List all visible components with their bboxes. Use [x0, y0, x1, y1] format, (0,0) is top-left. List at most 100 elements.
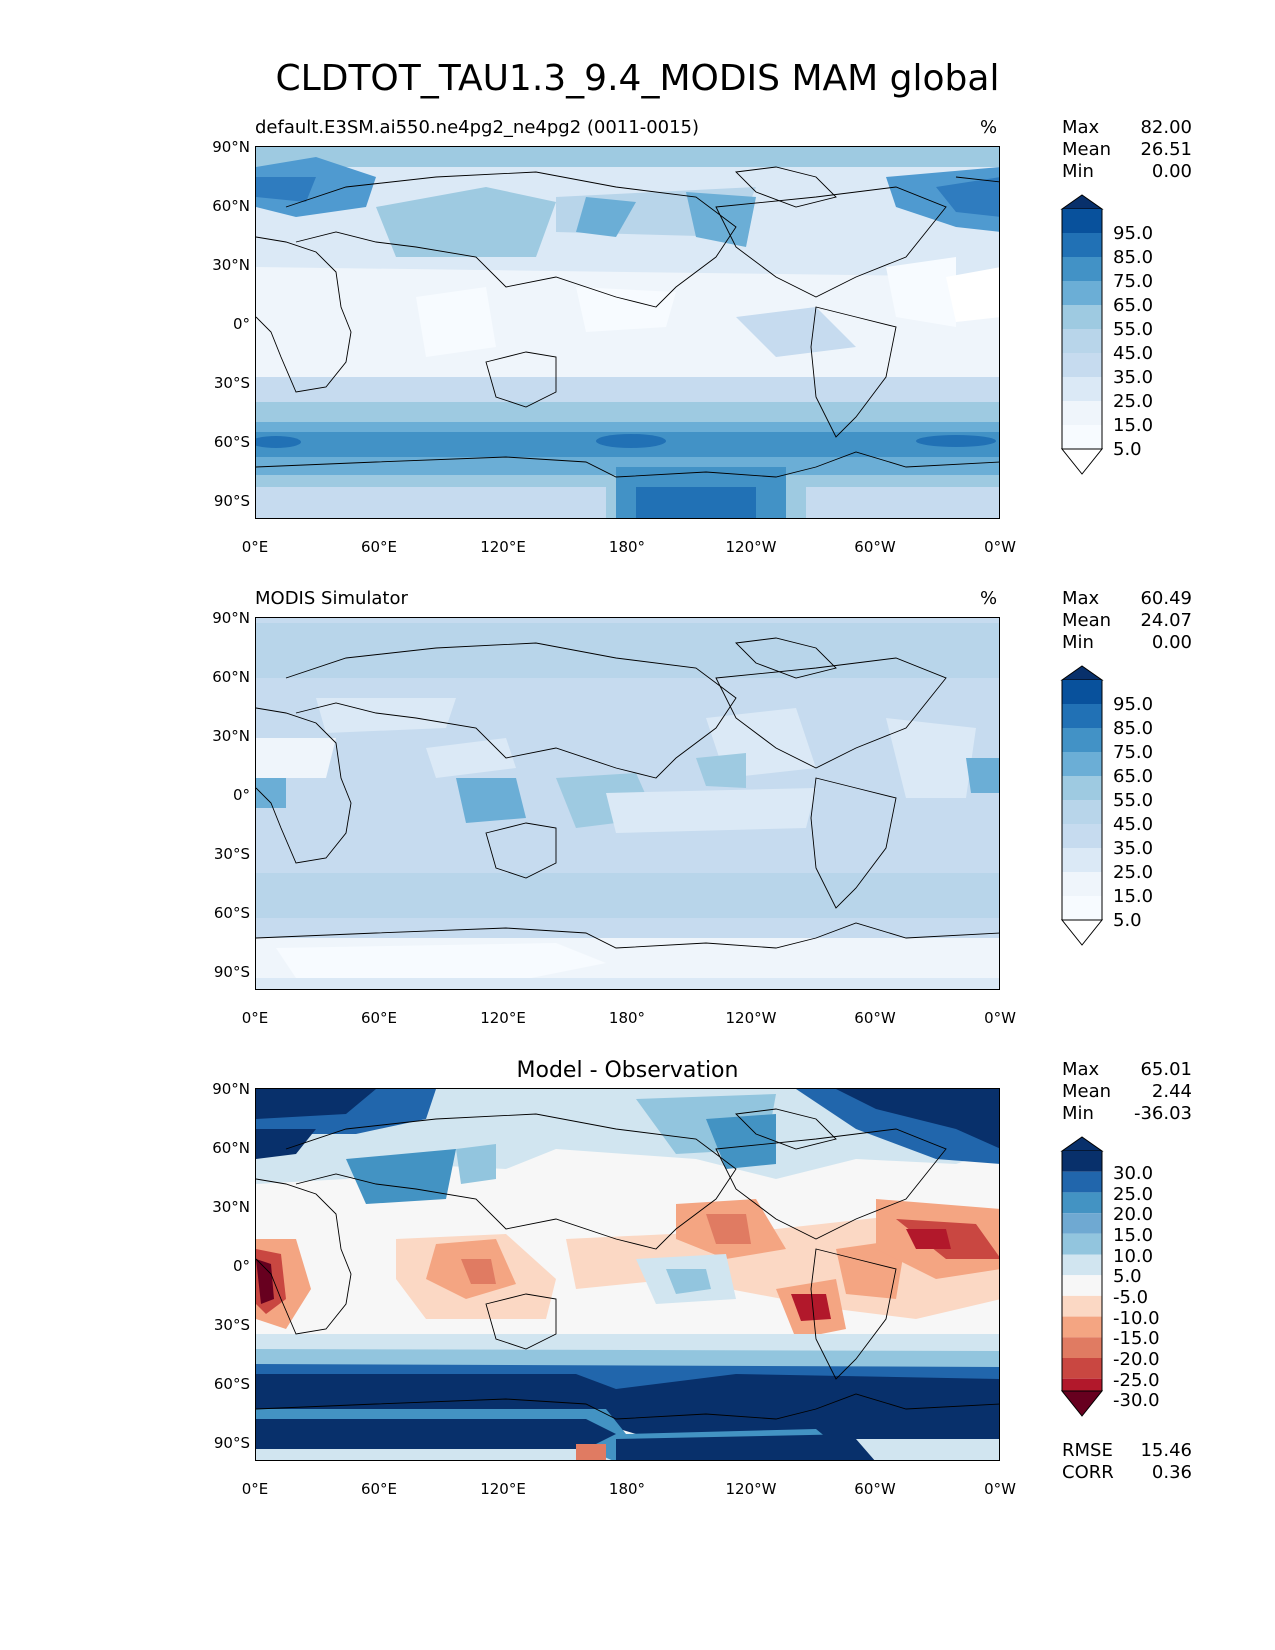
lat-label: 30°S — [213, 1316, 250, 1334]
stat-min-label: Min — [1062, 161, 1094, 182]
corr-label: CORR — [1062, 1462, 1114, 1483]
stat-min-label: Min — [1062, 1103, 1094, 1124]
colorbar-tick: -15.0 — [1113, 1328, 1160, 1349]
lat-label: 60°S — [213, 433, 250, 451]
colorbar-tick: 35.0 — [1113, 838, 1154, 859]
stat-min-label: Min — [1062, 632, 1094, 653]
figure-title: CLDTOT_TAU1.3_9.4_MODIS MAM global — [275, 58, 1000, 99]
colorbar-tick: 45.0 — [1113, 343, 1154, 364]
stat-max-value: 82.00 — [1140, 117, 1192, 138]
stat-min-value: -36.03 — [1133, 1103, 1192, 1124]
lat-label: 90°N — [212, 1080, 250, 1098]
lon-label: 120°W — [725, 1009, 777, 1027]
stats-box: Max 65.01 Mean 2.44 Min -36.03 — [1062, 1059, 1192, 1125]
lat-label: 90°S — [213, 492, 250, 510]
lon-label: 0°W — [984, 1480, 1016, 1498]
stats-box: Max 60.49 Mean 24.07 Min 0.00 — [1062, 588, 1192, 654]
colorbar-tick: 15.0 — [1113, 886, 1154, 907]
colorbar-tick: 85.0 — [1113, 247, 1154, 268]
corr-value: 0.36 — [1151, 1462, 1192, 1483]
lon-label: 0°E — [241, 1480, 269, 1498]
colorbar-tick: -5.0 — [1113, 1287, 1149, 1308]
colorbar — [1060, 665, 1104, 969]
lon-label: 60°W — [854, 538, 896, 556]
map-difference — [255, 1088, 1000, 1461]
colorbar-tick: 15.0 — [1113, 1225, 1154, 1246]
stat-mean-label: Mean — [1062, 139, 1112, 160]
colorbar — [1060, 194, 1104, 498]
stat-mean-value: 2.44 — [1151, 1081, 1192, 1102]
lat-label: 60°N — [212, 197, 250, 215]
rmse-label: RMSE — [1062, 1440, 1113, 1461]
colorbar-tick: 15.0 — [1113, 415, 1154, 436]
lat-label: 0° — [232, 1257, 250, 1275]
lat-label: 90°N — [212, 609, 250, 627]
panel-title: Model - Observation — [516, 1058, 739, 1083]
lat-label: 60°N — [212, 668, 250, 686]
stat-max-label: Max — [1062, 588, 1100, 609]
lat-label: 30°N — [212, 727, 250, 745]
stat-max-value: 60.49 — [1140, 588, 1192, 609]
colorbar-tick: -10.0 — [1113, 1308, 1160, 1329]
lon-label: 60°E — [360, 538, 398, 556]
colorbar-tick: 35.0 — [1113, 367, 1154, 388]
colorbar-tick: 25.0 — [1113, 1184, 1154, 1205]
lon-label: 120°E — [480, 1009, 526, 1027]
lon-label: 0°W — [984, 1009, 1016, 1027]
units-label: % — [980, 588, 998, 609]
stat-mean-value: 24.07 — [1140, 610, 1192, 631]
lon-label: 0°W — [984, 538, 1016, 556]
lon-label: 120°E — [480, 1480, 526, 1498]
lat-label: 30°N — [212, 256, 250, 274]
map-observation — [255, 617, 1000, 990]
colorbar-tick: 85.0 — [1113, 718, 1154, 739]
colorbar-tick: 95.0 — [1113, 694, 1154, 715]
lat-label: 30°S — [213, 374, 250, 392]
lon-label: 60°W — [854, 1009, 896, 1027]
colorbar-tick: 65.0 — [1113, 766, 1154, 787]
colorbar-tick: 55.0 — [1113, 790, 1154, 811]
lat-label: 0° — [232, 315, 250, 333]
lat-label: 30°N — [212, 1198, 250, 1216]
rmse-value: 15.46 — [1140, 1440, 1192, 1461]
colorbar-tick: 5.0 — [1113, 910, 1142, 931]
colorbar-tick: 45.0 — [1113, 814, 1154, 835]
lon-label: 180° — [608, 538, 646, 556]
stat-max-label: Max — [1062, 117, 1100, 138]
lon-label: 180° — [608, 1009, 646, 1027]
lat-label: 60°S — [213, 1375, 250, 1393]
metrics-box: RMSE 15.46 CORR 0.36 — [1062, 1440, 1192, 1484]
stat-min-value: 0.00 — [1151, 632, 1192, 653]
colorbar-tick: -30.0 — [1113, 1390, 1160, 1411]
colorbar-tick: 75.0 — [1113, 271, 1154, 292]
lat-label: 60°N — [212, 1139, 250, 1157]
lon-label: 0°E — [241, 1009, 269, 1027]
lon-label: 60°W — [854, 1480, 896, 1498]
lat-label: 90°S — [213, 963, 250, 981]
colorbar — [1060, 1136, 1104, 1440]
colorbar-tick: -20.0 — [1113, 1349, 1160, 1370]
colorbar-tick: 95.0 — [1113, 223, 1154, 244]
colorbar-tick: 20.0 — [1113, 1204, 1154, 1225]
stats-box: Max 82.00 Mean 26.51 Min 0.00 — [1062, 117, 1192, 183]
panel-subtitle: MODIS Simulator — [255, 588, 408, 609]
colorbar-tick: 65.0 — [1113, 295, 1154, 316]
lon-label: 120°E — [480, 538, 526, 556]
lon-label: 120°W — [725, 538, 777, 556]
lat-label: 30°S — [213, 845, 250, 863]
colorbar-tick: 25.0 — [1113, 862, 1154, 883]
units-label: % — [980, 117, 998, 138]
stat-mean-value: 26.51 — [1140, 139, 1192, 160]
colorbar-tick: 55.0 — [1113, 319, 1154, 340]
colorbar-tick: 75.0 — [1113, 742, 1154, 763]
lon-label: 120°W — [725, 1480, 777, 1498]
lat-label: 0° — [232, 786, 250, 804]
stat-max-label: Max — [1062, 1059, 1100, 1080]
stat-min-value: 0.00 — [1151, 161, 1192, 182]
stat-mean-label: Mean — [1062, 610, 1112, 631]
colorbar-tick: -25.0 — [1113, 1370, 1160, 1391]
stat-mean-label: Mean — [1062, 1081, 1112, 1102]
colorbar-tick: 25.0 — [1113, 391, 1154, 412]
lat-label: 90°N — [212, 138, 250, 156]
lat-label: 60°S — [213, 904, 250, 922]
